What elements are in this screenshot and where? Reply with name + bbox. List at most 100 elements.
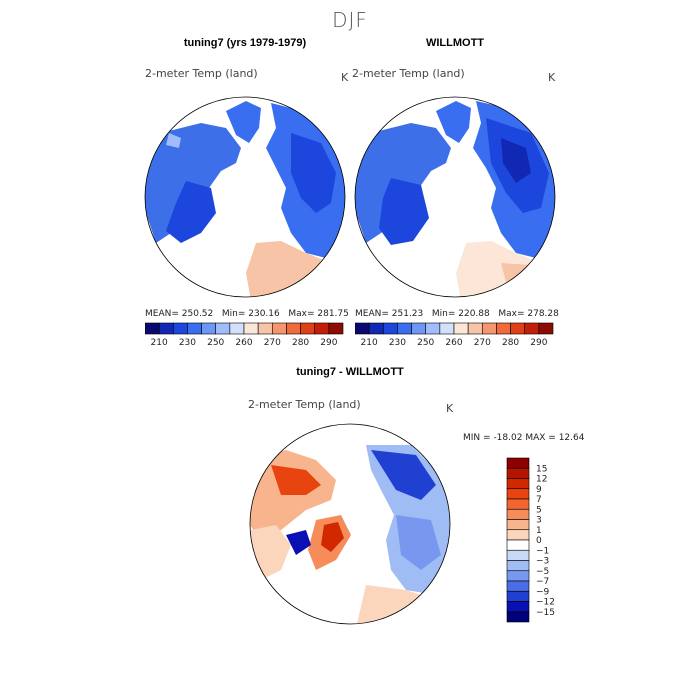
panel1-title: tuning7 (yrs 1979-1979) [183,37,307,49]
panel2-colorbar-tick-label: 250 [417,338,434,348]
panel2-colorbar-cell [524,322,540,335]
panel2-variable: 2-meter Temp (land) [352,67,465,80]
panel3-hudson-cold-field [286,530,311,555]
panel3-colorbar-cell [506,539,530,551]
panel1-colorbar-cell [172,322,188,335]
panel1-min-label: Min= [221,309,246,319]
panel1-colorbar-cell [243,322,259,335]
panel2-colorbar-cell [355,322,370,335]
panel1-max-label: Max= [288,309,315,319]
panel3-title: tuning7 - WILLMOTT [296,366,404,378]
panel1-colorbar-cell [271,322,287,335]
season-title: DJF [332,8,368,32]
panel3-canada-hot-field [271,465,321,495]
panel1-mean-value: 250.52 [181,309,214,319]
panel3-max-label: MAX = [525,433,556,443]
panel1-colorbar-tick-label: 230 [179,338,196,348]
panel1-colorbar-cell [314,322,330,335]
panel3-colorbar-tick-label: 0 [536,536,542,546]
panel1-colorbar-tick-label: 270 [264,338,281,348]
panel1-colorbar-cell [215,322,231,335]
panel3-colorbar-tick-label: −5 [536,567,549,577]
panel2-mean-value: 251.23 [391,309,424,319]
panel2-title: WILLMOTT [425,37,485,49]
panel2-colorbar-cell [439,322,455,335]
panel3-colorbar-tick-label: 5 [536,505,542,515]
panel2-colorbar-cell [382,322,398,335]
panel3-min-value: -18.02 [493,433,523,443]
panel3-colorbar-cell [506,590,530,602]
panel1-colorbar-cell [300,322,316,335]
panel2-colorbar: 210230250260270280290300 [355,322,554,348]
panel3-colorbar-cell [506,498,530,510]
panel2-colorbar-cell [453,322,469,335]
panel3-greenland-hot-field [321,522,344,552]
panel3-units: K [446,402,454,415]
panel3-variable: 2-meter Temp (land) [248,398,361,411]
panel1-canada-cold-field [166,181,216,243]
panel1-mean-label: MEAN= [145,309,179,319]
panel3-map-boundary [249,423,451,625]
panel3-colorbar-tick-label: −7 [536,577,549,587]
panel3-max-value: 12.64 [558,433,585,443]
panel3-siberia-mid-field [396,515,441,570]
panel1-alaska-field [166,133,181,148]
panel1-siberia-cold-field [291,133,336,213]
panel1-colorbar-cell [257,322,273,335]
panel3-stats: MIN = -18.02 MAX = 12.64 [463,433,584,443]
panel2-greenland-field [436,101,471,143]
panel3-colorbar-cell [506,519,530,531]
panel2-colorbar-cell [411,322,427,335]
panel3-colorbar-cell [506,580,530,592]
panel2-colorbar-tick-label: 260 [445,338,462,348]
panel2-colorbar-cell [397,322,412,335]
panel3-polar-map [249,423,451,625]
panel3-colorbar-tick-label: 12 [536,475,547,485]
panel3-colorbar-cell [506,488,530,500]
panel3-colorbar-tick-label: −15 [536,608,555,618]
panel3-colorbar-tick-label: −1 [536,546,549,556]
panel3-colorbar-cell [506,529,530,541]
panel3-siberia-cold-field [371,450,436,500]
panel3-colorbar-tick-label: −9 [536,587,550,597]
panel1-colorbar-tick-label: 210 [151,338,168,348]
panel2-max-label: Max= [498,309,525,319]
panel3-colorbar-cell [506,601,530,613]
panel3-colorbar-cell [506,457,530,469]
panel3-colorbar-tick-label: 7 [536,495,542,505]
panel1-colorbar-cell [187,322,202,335]
panel1-map-boundary [144,96,346,298]
panel2-colorbar-cell [496,322,511,335]
panel2-map-boundary [354,96,556,298]
panel3-colorbar-tick-label: 9 [536,485,542,495]
panel3-colorbar-tick-label: −3 [536,557,549,567]
panel3-colorbar-cell [506,508,530,520]
panel1-polar-map [144,96,346,298]
panel2-colorbar-cell [425,322,441,335]
panel2-stats: MEAN= 251.23 Min= 220.88 Max= 278.28 [355,309,559,319]
panel2-colorbar-cell [467,322,483,335]
panel3-colorbar-cell [506,467,530,479]
panel1-colorbar-cell [145,322,160,335]
panel2-max-value: 278.28 [527,309,559,319]
panel2-mean-label: MEAN= [355,309,389,319]
panel3-colorbar-tick-label: −12 [536,598,555,608]
panel1-colorbar-tick-label: 290 [320,338,337,348]
panel2-colorbar-tick-label: 270 [474,338,491,348]
panel2-canada-cold-field [379,178,429,245]
panel1-colorbar-tick-label: 260 [235,338,252,348]
panel3-colorbar-tick-label: 3 [536,516,542,526]
panel1-greenland-field [226,101,261,143]
panel2-colorbar-tick-label: 280 [502,338,519,348]
panel3-colorbar-tick-label: 15 [536,464,547,474]
panel2-colorbar-tick-label: 210 [361,338,378,348]
panel1-colorbar-cell [158,322,174,335]
panel1-max-value: 281.75 [317,309,349,319]
panel3-colorbar-cell [506,570,530,582]
panel1-min-value: 230.16 [248,309,280,319]
panel1-colorbar-cell [328,322,344,335]
panel3-europe-field [356,585,446,624]
panel3-min-label: MIN = [463,433,491,443]
panel1-colorbar-cell [201,322,217,335]
panel1-colorbar-tick-label: 280 [292,338,309,348]
